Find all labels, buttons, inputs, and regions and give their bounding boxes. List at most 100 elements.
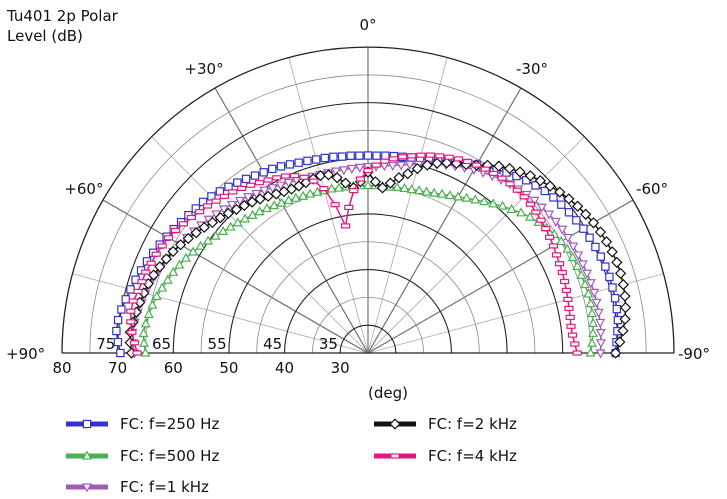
data-point [331,172,343,184]
data-point [512,187,522,193]
data-point [337,152,347,161]
data-point [180,252,191,262]
data-point [280,173,291,179]
data-point [116,348,125,358]
data-point [617,325,629,337]
data-point [387,161,398,172]
data-point [163,235,174,241]
data-point [203,235,214,245]
grid-ring [256,241,480,354]
data-point [346,164,357,174]
data-point [596,252,606,261]
data-point [128,298,138,304]
data-point [121,295,130,304]
spoke-line [367,136,585,354]
angle-label: +60° [64,180,103,198]
data-point [138,327,149,337]
data-point [429,187,440,197]
legend: FC: f=250 Hz FC: f=500 Hz FC: f=1 kHz FC: f… [66,415,517,496]
ring-label: 55 [208,335,227,353]
data-point [190,227,202,239]
angle-labels: 0° +30° -30° +60° -60° +90° -90° [6,16,710,363]
legend-item: FC: f=1 kHz [66,478,209,496]
data-point [565,314,575,320]
data-point [319,186,329,192]
data-point [267,184,278,194]
legend-marker [82,419,92,429]
data-point [312,186,323,196]
data-point [355,151,364,160]
data-point [556,235,567,246]
data-point [503,162,516,175]
data-point [312,155,321,164]
data-point [247,209,258,219]
legend-marker [81,450,93,460]
data-point [338,166,349,176]
data-point [275,181,286,191]
spoke-line [102,199,369,354]
data-point [609,347,622,359]
data-point [605,272,614,282]
data-point [363,151,373,160]
data-point [143,308,154,318]
data-point [129,340,140,346]
grid-ring [311,297,425,354]
data-point [294,158,303,167]
spoke-line [72,273,369,354]
data-point [619,313,631,325]
angle-label: 0° [359,16,376,34]
data-point [126,319,136,325]
ring-label: 65 [152,335,171,353]
data-point [461,192,472,202]
data-point [344,204,354,210]
data-point [211,198,221,204]
data-point [261,202,272,213]
data-point [228,189,238,195]
data-point [595,318,606,328]
data-point [363,167,373,174]
data-point [399,182,410,193]
data-point [488,198,499,208]
data-point [548,243,559,249]
data-point [126,308,136,314]
data-point [243,193,254,203]
data-point [283,194,294,205]
data-point [585,233,594,242]
data-point [151,251,161,257]
data-point [568,242,579,252]
data-point [593,308,604,318]
radial-tick-label: 60 [164,359,183,377]
data-point [576,269,587,279]
data-point [238,199,250,212]
legend-label: FC: f=4 kHz [428,447,517,465]
legend-marker [389,418,401,430]
data-point [140,347,151,357]
data-point [299,174,309,180]
data-point [329,152,338,161]
radial-tick-label: 70 [108,359,127,377]
data-point [564,208,574,217]
series-line [129,162,627,354]
data-point [232,217,243,227]
angle-label: -30° [516,60,548,78]
data-point [567,332,578,338]
data-point [182,232,194,245]
data-point [113,315,123,325]
data-point [293,180,305,192]
data-point [586,337,598,347]
angle-label: -90° [678,345,710,363]
legend-item: FC: f=250 Hz [66,415,219,433]
ring-label: 35 [319,335,338,353]
data-point [582,269,593,279]
data-point [218,205,230,215]
data-point [587,307,598,318]
chart-subtitle: Level (dB) [7,27,83,45]
data-point [171,227,181,233]
data-point [178,221,188,227]
data-point [137,279,147,285]
data-point [614,336,626,348]
data-point [290,192,301,202]
spoke-line [367,87,522,354]
data-point [543,210,554,220]
data-point [540,186,550,196]
